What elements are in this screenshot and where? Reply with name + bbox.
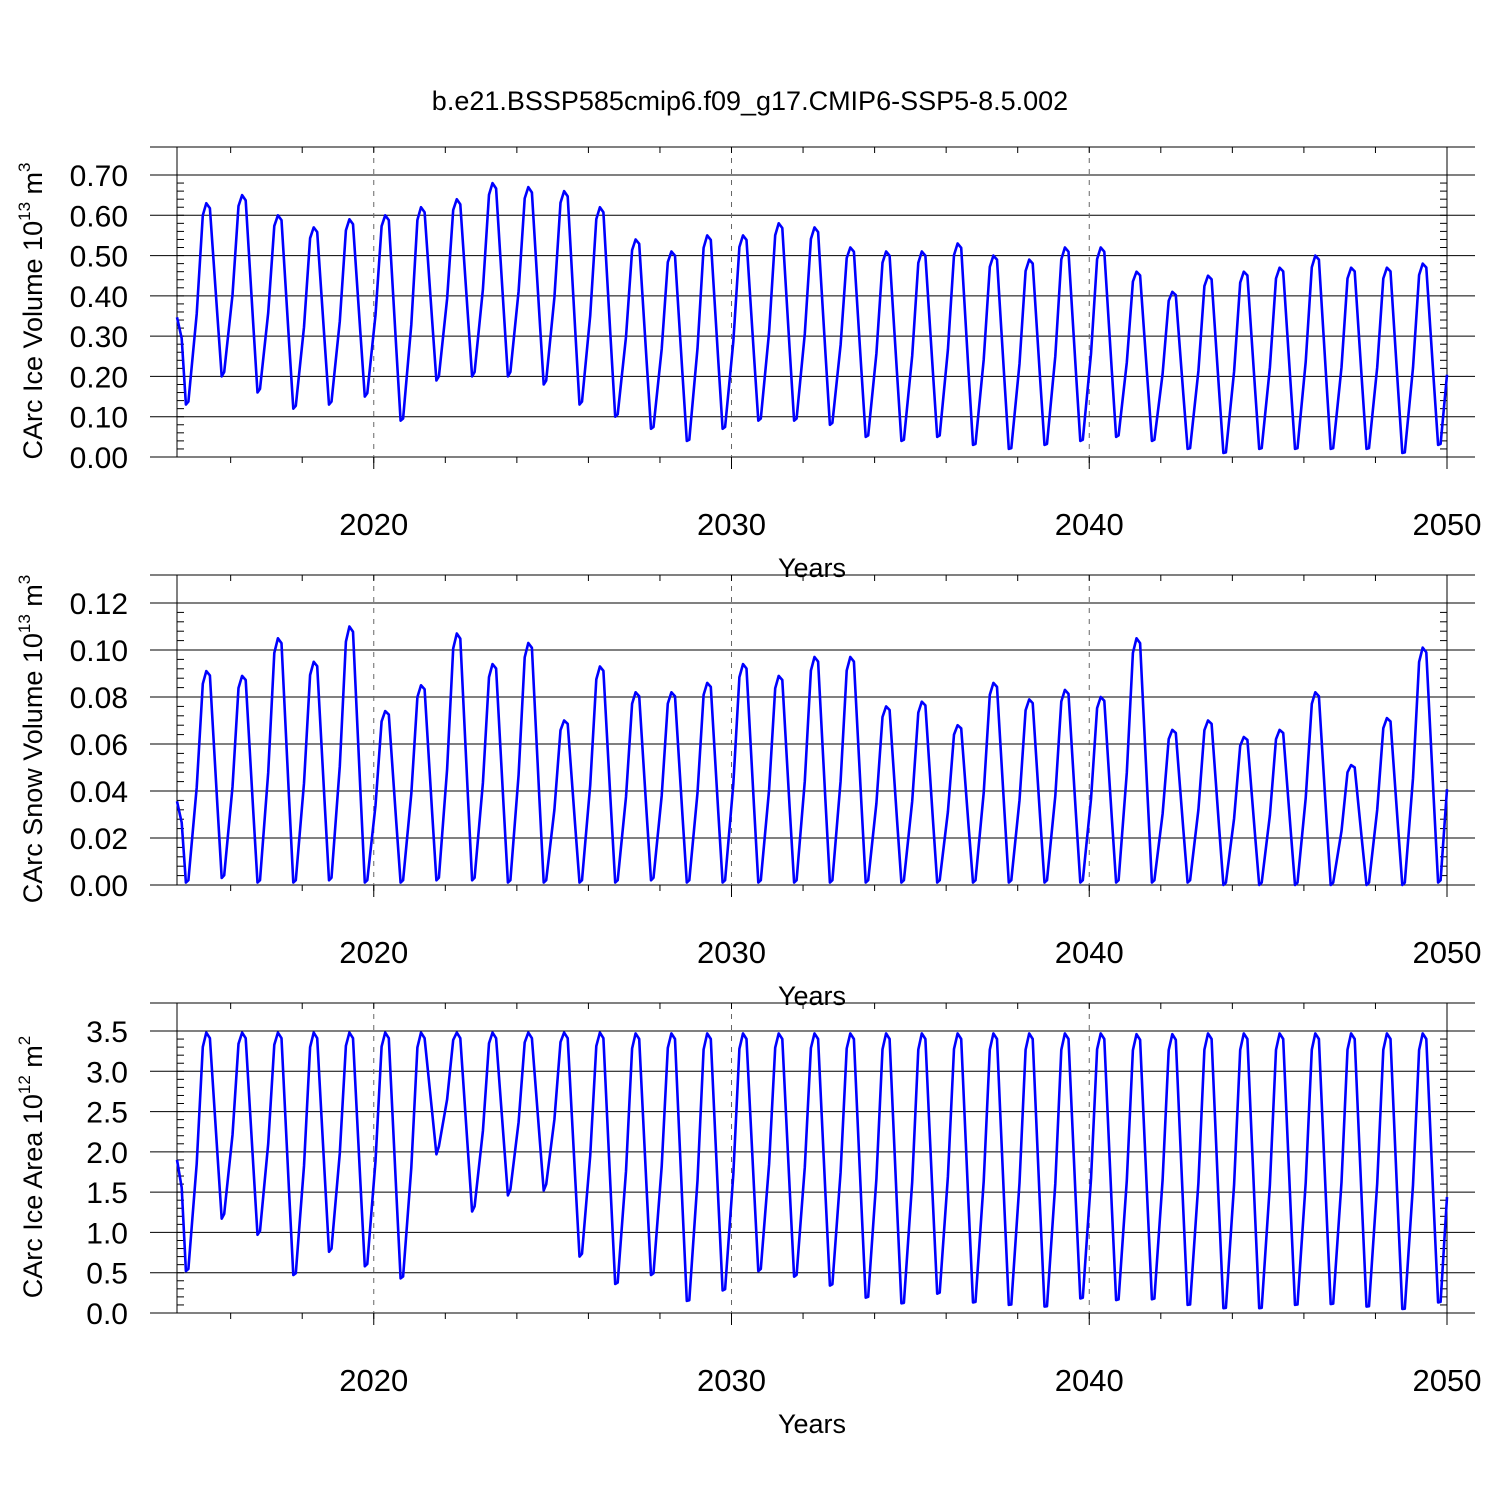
y-tick-label: 0.08 xyxy=(70,682,128,715)
y-tick-label: 0.60 xyxy=(70,200,128,233)
x-tick-label: 2030 xyxy=(697,507,766,542)
y-tick-label: 0.70 xyxy=(70,160,128,193)
series-line-2 xyxy=(175,625,1449,887)
x-tick-label: 2020 xyxy=(339,1363,408,1398)
y-tick-label: 0.5 xyxy=(86,1258,128,1291)
y-tick-label: 3.5 xyxy=(86,1016,128,1049)
y-tick-label: 1.5 xyxy=(86,1177,128,1210)
y-axis-label-part: 10 xyxy=(18,1094,48,1124)
y-axis-label: CArc Snow Volume 1013 m3 xyxy=(15,575,48,904)
y-axis-label-part: 2 xyxy=(15,1036,34,1045)
y-axis-label-part: m xyxy=(18,172,48,202)
x-tick-label: 2040 xyxy=(1055,935,1124,970)
y-tick-label: 0.00 xyxy=(70,870,128,903)
series-line-3 xyxy=(175,1031,1449,1311)
y-tick-label: 0.06 xyxy=(70,729,128,762)
y-tick-label: 0.40 xyxy=(70,281,128,314)
y-tick-label: 1.0 xyxy=(86,1217,128,1250)
y-tick-label: 0.02 xyxy=(70,823,128,856)
y-tick-label: 0.20 xyxy=(70,361,128,394)
y-axis-label-part: 12 xyxy=(15,1075,34,1094)
y-tick-label: 2.5 xyxy=(86,1097,128,1130)
chart-panels: 0.00 0.10 0.20 0.30 0.40 0.50 0.60 0.70 2020 2030… xyxy=(15,146,1482,1439)
y-axis-label-part: 13 xyxy=(15,202,34,221)
y-axis-label-part: 3 xyxy=(15,162,34,171)
y-tick-label: 2.0 xyxy=(86,1137,128,1170)
y-axis-label-part: 10 xyxy=(18,633,48,663)
x-tick-label: 2050 xyxy=(1413,935,1482,970)
chart-panel-2: 0.00 0.02 0.04 0.06 0.08 0.10 0.12 2020 2030 2040… xyxy=(15,574,1482,1011)
x-tick-label: 2030 xyxy=(697,935,766,970)
series-line-1 xyxy=(175,181,1449,455)
y-tick-label: 0.0 xyxy=(86,1298,128,1331)
x-tick-label: 2050 xyxy=(1413,507,1482,542)
y-tick-label: 0.10 xyxy=(70,402,128,435)
x-tick-label: 2030 xyxy=(697,1363,766,1398)
y-tick-label: 0.30 xyxy=(70,321,128,354)
figure-title: b.e21.BSSP585cmip6.f09_g17.CMIP6-SSP5-8.… xyxy=(432,86,1068,116)
y-tick-label: 3.0 xyxy=(86,1056,128,1089)
y-axis-label-part: CArc Snow Volume xyxy=(18,663,48,903)
x-tick-label: 2040 xyxy=(1055,507,1124,542)
y-tick-label: 0.10 xyxy=(70,635,128,668)
x-tick-label: 2020 xyxy=(339,935,408,970)
y-tick-label: 0.00 xyxy=(70,442,128,475)
y-axis-label-part: 13 xyxy=(15,614,34,633)
y-axis-label-part: 10 xyxy=(18,221,48,251)
y-axis-label-part: m xyxy=(18,584,48,614)
x-tick-label: 2020 xyxy=(339,507,408,542)
y-tick-label: 0.04 xyxy=(70,776,128,809)
chart-panel-3: 0.0 0.5 1.0 1.5 2.0 2.5 3.0 3.5 2020 2030 2040 2050… xyxy=(15,1002,1482,1439)
x-axis-label: Years xyxy=(778,1409,846,1439)
y-axis-label-part: 3 xyxy=(15,575,34,584)
y-axis-label-part: CArc Ice Volume xyxy=(18,251,48,460)
x-axis-label: Years xyxy=(778,981,846,1011)
y-axis-label-part: CArc Ice Area xyxy=(18,1124,48,1298)
y-axis-label: CArc Ice Volume 1013 m3 xyxy=(15,162,48,459)
x-axis-label: Years xyxy=(778,553,846,583)
y-axis-label: CArc Ice Area 1012 m2 xyxy=(15,1036,48,1299)
x-tick-label: 2040 xyxy=(1055,1363,1124,1398)
x-tick-label: 2050 xyxy=(1413,1363,1482,1398)
y-tick-label: 0.12 xyxy=(70,588,128,621)
chart-panel-1: 0.00 0.10 0.20 0.30 0.40 0.50 0.60 0.70 2020 2030… xyxy=(15,146,1482,583)
y-tick-label: 0.50 xyxy=(70,241,128,274)
y-axis-label-part: m xyxy=(18,1045,48,1075)
